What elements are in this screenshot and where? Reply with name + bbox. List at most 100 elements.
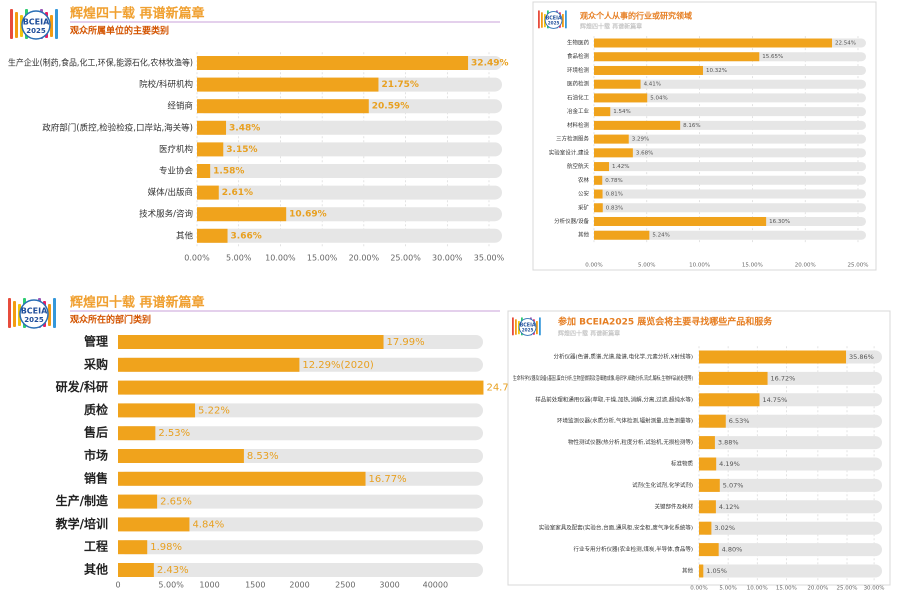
- bar-track: [197, 228, 502, 243]
- bar-track: [594, 230, 866, 240]
- bar: [594, 107, 611, 117]
- bar-track: [118, 517, 483, 532]
- logo-stripe: [541, 12, 543, 28]
- category-label: 生命科学仪器及设备(基因,蛋白分析,生物显微镜及活细胞成像,组织学,细胞分析,流…: [513, 374, 693, 382]
- value-label: 2.43%: [157, 565, 189, 576]
- category-label: 材料检测: [567, 121, 590, 129]
- value-label: 2.65%: [160, 497, 192, 508]
- bar-track: [699, 436, 882, 450]
- value-label: 4.80%: [722, 546, 743, 554]
- category-label: 销售: [84, 470, 108, 485]
- bar-track: [594, 107, 866, 117]
- chart-subtitle: 辉煌四十载 再谱新篇章: [580, 23, 642, 31]
- logo-stripe: [515, 319, 517, 335]
- category-label: 医药检测: [567, 80, 590, 88]
- bar: [594, 203, 603, 213]
- logo-badge: [544, 11, 563, 29]
- value-label: 17.99%: [387, 337, 425, 348]
- logo-stripe: [48, 304, 51, 326]
- chart-title: 观众个人从事的行业或研究领域: [580, 11, 692, 21]
- bar-track: [118, 540, 483, 555]
- x-tick-label: 0.00%: [690, 586, 707, 592]
- x-tick-label: 3000: [379, 581, 399, 590]
- logo-name: BCEIA: [520, 323, 536, 329]
- bar-track: [594, 175, 866, 185]
- category-label: 公安: [578, 190, 590, 198]
- logo-year: 2025: [522, 328, 534, 333]
- value-label: 1.98%: [150, 542, 182, 553]
- logo-badge: [19, 299, 49, 329]
- category-label: 售后: [84, 425, 108, 440]
- x-tick-label: 5.00%: [719, 586, 736, 592]
- value-label: 5.07%: [723, 481, 744, 489]
- value-label: 4.12%: [719, 503, 740, 511]
- category-label: 样品前处理和通用仪器(萃取,干燥,加热,消解,分离,过滤,超纯水等): [535, 395, 693, 403]
- logo-stripe: [512, 317, 514, 336]
- value-label: 21.75%: [381, 80, 419, 90]
- value-label: 3.88%: [718, 439, 739, 447]
- bar: [197, 56, 469, 70]
- bar-track: [197, 164, 502, 178]
- logo-year: 2025: [26, 27, 46, 35]
- value-label: 3.15%: [226, 145, 257, 155]
- value-label: 3.66%: [231, 231, 262, 241]
- value-label: 1.54%: [613, 109, 630, 115]
- category-label: 环境检测: [567, 66, 590, 74]
- bar-track: [699, 457, 882, 471]
- bar: [594, 120, 681, 130]
- logo: BCEIA2025: [10, 9, 58, 40]
- bar-track: [594, 79, 866, 89]
- bar-track: [118, 403, 483, 418]
- bar: [197, 120, 227, 135]
- bar: [118, 449, 244, 463]
- bar: [118, 335, 384, 349]
- value-label: 1.05%: [706, 567, 727, 575]
- x-tick-label: 30.00%: [864, 586, 885, 592]
- logo-stripe: [13, 301, 16, 327]
- category-label: 市场: [84, 448, 108, 463]
- bar: [594, 93, 648, 103]
- chart-subtitle: 观众所在的部门类别: [70, 314, 151, 326]
- value-label: 1.42%: [612, 164, 629, 170]
- bar: [594, 148, 633, 158]
- category-label: 环境监测仪器(水质分析,气体检测,辐射测量,应急测量等): [557, 417, 693, 425]
- category-label: 技术服务/咨询: [139, 209, 193, 220]
- x-tick-label: 2500: [335, 581, 355, 590]
- chart-subtitle: 观众所属单位的主要类别: [70, 25, 169, 37]
- value-label: 16.77%: [369, 474, 407, 485]
- x-tick-label: 20.00%: [807, 586, 828, 592]
- chart-title: 参加 BCEIA2025 展览会将主要寻找哪些产品和服务: [558, 316, 773, 328]
- bar: [699, 564, 704, 578]
- bar: [118, 380, 484, 395]
- value-label: 12.29%(2020): [302, 360, 373, 371]
- logo-name: BCEIA: [546, 16, 562, 22]
- x-tick-label: 15.00%: [776, 586, 797, 592]
- bar-track: [699, 564, 882, 578]
- bar-track: [699, 543, 882, 557]
- bar-track: [594, 93, 866, 103]
- bar: [118, 357, 300, 372]
- logo-badge: [518, 318, 537, 336]
- bar: [699, 436, 715, 450]
- x-tick-label: 2000: [289, 581, 309, 590]
- x-tick-label: 40000: [423, 581, 448, 590]
- bar: [699, 371, 768, 385]
- bar-track: [197, 120, 502, 135]
- category-label: 工程: [84, 539, 108, 554]
- bar: [118, 517, 190, 532]
- logo-stripe: [53, 298, 56, 328]
- category-label: 三方检测服务: [556, 135, 590, 143]
- bar: [594, 79, 641, 89]
- value-label: 1.58%: [213, 167, 244, 177]
- category-label: 关键部件及耗材: [654, 502, 693, 510]
- value-label: 20.59%: [372, 102, 410, 112]
- bar: [699, 350, 847, 364]
- bar-track: [594, 148, 866, 158]
- category-label: 采矿: [578, 203, 590, 211]
- value-label: 16.72%: [771, 374, 796, 382]
- bar-track: [197, 142, 502, 157]
- bar: [594, 65, 703, 75]
- category-label: 医疗机构: [159, 144, 193, 155]
- bar: [594, 134, 629, 144]
